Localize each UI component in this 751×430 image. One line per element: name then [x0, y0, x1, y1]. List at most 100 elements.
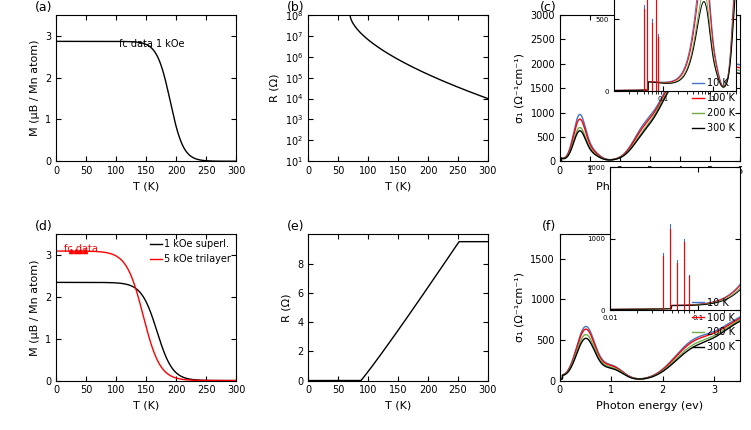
200 K [565, 366, 574, 372]
200 K [643, 375, 652, 381]
200 K [556, 377, 565, 382]
200 K [556, 159, 565, 164]
300 K [698, 65, 707, 70]
100 K [638, 376, 647, 381]
300 K [735, 319, 744, 324]
10 K [713, 57, 722, 62]
1 kOe superl. [194, 378, 203, 383]
100 K [632, 134, 641, 139]
Line: 1 kOe superl.: 1 kOe superl. [58, 283, 236, 381]
X-axis label: T (K): T (K) [385, 181, 411, 192]
Line: 10 K: 10 K [560, 317, 740, 379]
300 K [713, 67, 722, 72]
200 K [576, 125, 585, 130]
300 K [643, 375, 652, 381]
Line: 10 K: 10 K [560, 58, 740, 161]
10 K [556, 158, 565, 163]
5 kOe trilayer [194, 378, 203, 383]
Text: fc data: fc data [64, 244, 98, 254]
10 K [556, 377, 565, 382]
10 K [632, 132, 641, 137]
300 K [638, 376, 647, 381]
Y-axis label: R (Ω): R (Ω) [282, 293, 291, 322]
300 K [730, 322, 739, 327]
1 kOe superl. [140, 296, 149, 301]
Line: 200 K: 200 K [560, 64, 740, 161]
300 K [697, 341, 706, 346]
300 K [587, 148, 596, 154]
5 kOe trilayer [135, 300, 144, 305]
300 K [625, 148, 634, 154]
Text: (d): (d) [35, 220, 53, 233]
10 K [730, 317, 739, 322]
200 K [638, 376, 647, 381]
10 K [565, 365, 574, 370]
Text: (e): (e) [287, 220, 304, 233]
100 K [731, 64, 740, 70]
10 K [731, 61, 740, 67]
100 K [625, 146, 634, 151]
Legend: 10 K, 100 K, 200 K, 300 K: 10 K, 100 K, 200 K, 300 K [692, 78, 735, 133]
10 K [730, 317, 739, 322]
200 K [735, 317, 744, 322]
1 kOe superl. [53, 280, 62, 285]
100 K [565, 366, 574, 371]
Text: fc data 1 kOe: fc data 1 kOe [119, 39, 185, 49]
10 K [587, 143, 596, 148]
Legend: 10 K, 100 K, 200 K, 300 K: 10 K, 100 K, 200 K, 300 K [692, 298, 735, 352]
Y-axis label: R (Ω): R (Ω) [269, 74, 279, 102]
100 K [556, 377, 565, 382]
Text: (c): (c) [539, 0, 556, 14]
X-axis label: T (K): T (K) [133, 401, 159, 411]
200 K [587, 147, 596, 152]
100 K [643, 375, 652, 380]
X-axis label: T (K): T (K) [385, 401, 411, 411]
100 K [587, 144, 596, 150]
X-axis label: Photon energy (ev): Photon energy (ev) [596, 181, 704, 192]
300 K [731, 70, 740, 75]
1 kOe superl. [227, 378, 236, 383]
10 K [735, 315, 744, 320]
1 kOe superl. [226, 378, 235, 383]
Line: 100 K: 100 K [560, 319, 740, 379]
300 K [632, 138, 641, 144]
5 kOe trilayer [140, 318, 149, 323]
Line: 200 K: 200 K [560, 320, 740, 379]
1 kOe superl. [231, 378, 240, 383]
100 K [576, 117, 585, 122]
200 K [698, 62, 707, 67]
Y-axis label: M (μB / Mn atom): M (μB / Mn atom) [29, 40, 40, 136]
1 kOe superl. [62, 280, 71, 285]
300 K [730, 322, 739, 327]
Y-axis label: M (μB / Mn atom): M (μB / Mn atom) [29, 259, 40, 356]
5 kOe trilayer [62, 249, 71, 254]
100 K [730, 319, 739, 324]
100 K [735, 65, 744, 70]
200 K [730, 320, 739, 326]
10 K [697, 333, 706, 338]
10 K [643, 375, 652, 380]
10 K [625, 145, 634, 150]
1 kOe superl. [135, 289, 144, 295]
200 K [730, 320, 739, 326]
5 kOe trilayer [53, 249, 62, 254]
100 K [556, 158, 565, 163]
10 K [576, 112, 585, 117]
300 K [556, 159, 565, 164]
Y-axis label: σ₁ (Ω⁻¹cm⁻¹): σ₁ (Ω⁻¹cm⁻¹) [515, 273, 525, 342]
200 K [697, 338, 706, 343]
Line: 100 K: 100 K [560, 61, 740, 161]
5 kOe trilayer [231, 378, 240, 383]
200 K [713, 63, 722, 68]
10 K [735, 62, 744, 68]
300 K [565, 367, 574, 372]
100 K [698, 59, 707, 64]
10 K [698, 56, 707, 61]
10 K [638, 376, 647, 381]
Line: 300 K: 300 K [560, 68, 740, 161]
Text: (a): (a) [35, 0, 53, 14]
200 K [632, 137, 641, 142]
200 K [731, 68, 740, 73]
5 kOe trilayer [226, 378, 235, 383]
100 K [697, 335, 706, 340]
